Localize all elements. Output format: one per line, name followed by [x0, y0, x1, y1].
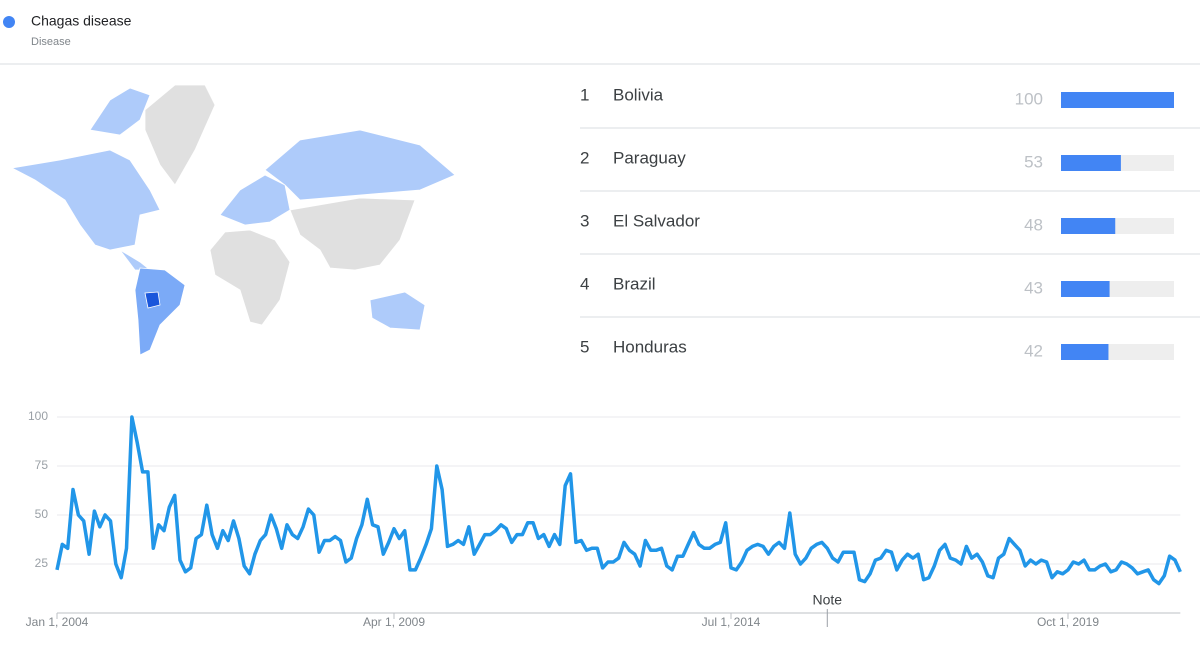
ranking-list: 1 Bolivia 100 2 Paraguay 53 3 El Salvador 48 4 Bra…: [580, 85, 1200, 360]
bar: [1061, 92, 1174, 108]
bar: [1061, 281, 1110, 297]
y-tick-label: 100: [28, 409, 48, 423]
annotation-text: Note: [812, 592, 842, 608]
rank-number: 4: [580, 274, 589, 293]
region-value: 43: [1024, 278, 1043, 297]
region-name: Bolivia: [613, 85, 664, 104]
trend-line: [55, 415, 1182, 586]
bar: [1061, 155, 1121, 171]
region-name: El Salvador: [613, 211, 700, 230]
rank-number: 5: [580, 337, 589, 356]
interest-over-time-chart: 25 50 75 100 Jan 1, 2004 Apr 1, 2009 Jul 1, 20…: [26, 409, 1182, 629]
bar: [1061, 344, 1109, 360]
x-tick-label: Oct 1, 2019: [1037, 615, 1099, 629]
rank-number: 1: [580, 85, 589, 104]
x-tick-label: Jan 1, 2004: [26, 615, 89, 629]
topic-subtitle: Disease: [31, 36, 71, 48]
rank-number: 3: [580, 211, 589, 230]
region-value: 53: [1024, 152, 1043, 171]
bar: [1061, 218, 1116, 234]
legend-dot: [3, 16, 15, 28]
region-name: Honduras: [613, 337, 687, 356]
y-tick-label: 50: [35, 507, 49, 521]
y-tick-label: 25: [35, 556, 49, 570]
world-map: [10, 84, 456, 356]
region-value: 42: [1024, 341, 1043, 360]
region-value: 100: [1015, 89, 1043, 108]
topic-title: Chagas disease: [31, 13, 132, 29]
x-tick-label: Apr 1, 2009: [363, 615, 425, 629]
x-tick-label: Jul 1, 2014: [702, 615, 761, 629]
region-value: 48: [1024, 215, 1043, 234]
region-name: Brazil: [613, 274, 656, 293]
region-name: Paraguay: [613, 148, 686, 167]
rank-number: 2: [580, 148, 589, 167]
y-tick-label: 75: [35, 458, 49, 472]
